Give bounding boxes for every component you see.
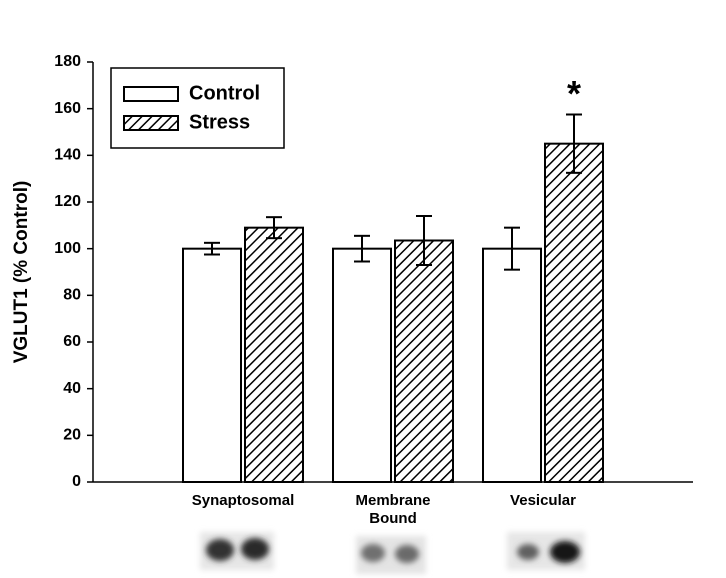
error-bar	[566, 113, 582, 174]
legend-label: Stress	[189, 111, 250, 133]
blot-images	[200, 532, 585, 574]
bar	[394, 239, 454, 483]
legend-swatch	[123, 86, 179, 102]
bar	[182, 247, 242, 483]
error-bar	[416, 215, 432, 266]
y-tick-label: 180	[54, 53, 81, 70]
y-tick-label: 20	[63, 427, 81, 444]
y-axis-label: VGLUT1 (% Control)	[11, 181, 32, 364]
bar	[244, 226, 304, 483]
y-tick-label: 80	[63, 287, 81, 304]
y-tick-label: 140	[54, 147, 81, 164]
bar	[482, 247, 542, 483]
y-tick-label: 100	[54, 240, 81, 257]
error-bar	[504, 226, 520, 271]
legend-label: Control	[189, 82, 260, 104]
error-bar	[266, 216, 282, 240]
x-tick-label: Synaptosomal	[168, 492, 318, 510]
error-bar	[354, 234, 370, 263]
y-tick-label: 160	[54, 100, 81, 117]
y-tick-label: 120	[54, 193, 81, 210]
x-tick-label: Vesicular	[468, 492, 618, 510]
bar	[544, 142, 604, 484]
x-tick-label-text: Membrane Bound	[355, 492, 431, 527]
annotation: *	[567, 73, 581, 114]
y-tick-label: 0	[72, 473, 81, 490]
bar	[332, 247, 392, 483]
legend-box	[110, 67, 285, 149]
y-tick-label: 60	[63, 333, 81, 350]
x-tick-label-text: Vesicular	[510, 492, 576, 509]
y-tick-label: 40	[63, 380, 81, 397]
legend: Control Stress	[110, 67, 285, 149]
x-tick-label: Membrane Bound	[318, 492, 468, 528]
x-tick-label-text: Synaptosomal	[191, 492, 295, 509]
error-bar	[204, 241, 220, 256]
legend-swatch	[123, 115, 179, 131]
